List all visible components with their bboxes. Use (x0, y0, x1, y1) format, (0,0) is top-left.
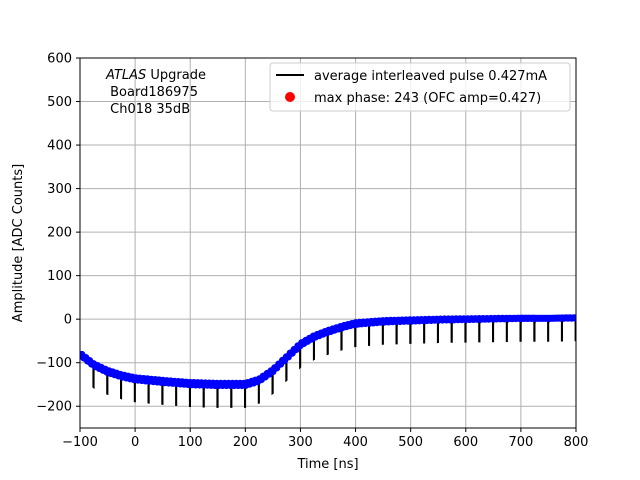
x-tick-label: 100 (178, 435, 203, 450)
y-axis-label: Amplitude [ADC Counts] (11, 164, 26, 322)
x-tick-label: 700 (508, 435, 533, 450)
series-marker-point (572, 314, 576, 322)
x-tick-label: −100 (62, 435, 98, 450)
y-tick-label: 600 (47, 52, 72, 67)
y-tick-label: 400 (47, 139, 72, 154)
y-tick-label: 500 (47, 95, 72, 110)
annotation-channel: Ch018 35dB (106, 102, 190, 117)
y-tick-label: 0 (64, 313, 72, 328)
legend-dot-swatch (285, 92, 295, 102)
legend-label-max-phase: max phase: 243 (OFC amp=0.427) (314, 91, 541, 106)
y-tick-label: 200 (47, 226, 72, 241)
x-tick-label: 300 (288, 435, 313, 450)
annotation-upgrade: Upgrade (146, 68, 206, 83)
x-tick-label: 600 (453, 435, 478, 450)
annotation: ATLAS Upgrade Board186975 Ch018 35dB (105, 68, 206, 117)
x-tick-label: 800 (564, 435, 589, 450)
y-tick-label: −100 (36, 356, 72, 371)
annotation-board: Board186975 (106, 85, 198, 100)
series-line-average-pulse (80, 317, 576, 408)
svg-text:ATLAS Upgrade: ATLAS Upgrade (105, 68, 206, 83)
annotation-atlas: ATLAS (105, 68, 146, 83)
plot-data (80, 314, 576, 408)
x-tick-label: 500 (398, 435, 423, 450)
y-tick-label: 300 (47, 182, 72, 197)
plot-frame (79, 57, 577, 429)
legend-box (269, 62, 571, 112)
y-tick-label: 100 (47, 269, 72, 284)
x-tick-label: 400 (343, 435, 368, 450)
legend: average interleaved pulse 0.427mA max ph… (269, 62, 571, 112)
x-axis-label: Time [ns] (296, 457, 358, 472)
x-tick-label: 0 (131, 435, 139, 450)
plot-area (80, 314, 576, 408)
legend-label-pulse: average interleaved pulse 0.427mA (314, 69, 547, 84)
x-tick-label: 200 (233, 435, 258, 450)
ticks: −100 0 100 200 300 400 500 600 700 800 −200 −100 0 10… (36, 52, 588, 451)
y-tick-label: −200 (36, 400, 72, 415)
